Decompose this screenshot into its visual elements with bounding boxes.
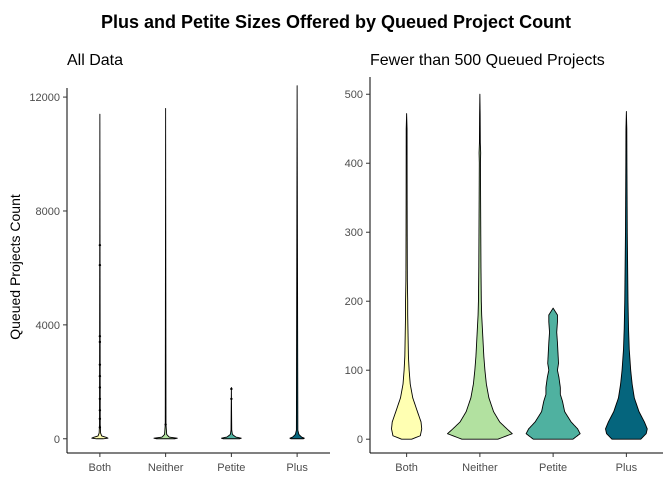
violin-layer [91,85,305,440]
violin-plus [605,111,648,440]
violin-plus [289,85,305,440]
x-ticks: Both Neither Petite Plus [395,453,638,474]
x-tick-label-petite: Petite [217,462,245,474]
violin-petite [525,307,581,440]
y-tick-label: 200 [345,296,363,308]
outlier-point [98,374,102,378]
outlier-point [98,340,102,344]
x-tick-label-neither: Neither [148,462,184,474]
y-tick-label: 100 [345,365,363,377]
y-ticks: 0 100 200 300 400 500 [345,89,370,446]
y-ticks: 0 4000 8000 12000 [29,92,67,446]
panel-all-data: All Data 0 4000 8000 12000 Both Neither Petit… [29,52,330,474]
panel-title-fewer-than-500: Fewer than 500 Queued Projects [370,52,605,69]
x-tick-label-plus: Plus [286,462,308,474]
violin-petite [221,387,242,440]
outlier-point [98,417,102,421]
outlier-point [98,397,102,401]
x-tick-label-plus: Plus [616,462,638,474]
outlier-point [98,263,102,267]
x-tick-label-petite: Petite [539,462,567,474]
outlier-point [98,335,102,338]
y-tick-label: 0 [54,434,60,446]
violin-both [391,113,423,440]
x-tick-label-neither: Neither [462,462,498,474]
outlier-point [230,387,233,391]
outlier-point [98,243,102,247]
y-tick-label: 0 [357,434,363,446]
x-tick-label-both: Both [89,462,112,474]
y-tick-label: 500 [345,89,363,101]
y-tick-label: 400 [345,158,363,170]
violin-neither [447,93,513,440]
violin-both [91,113,109,440]
y-tick-label: 300 [345,227,363,239]
outlier-point [98,386,102,389]
y-tick-label: 12000 [29,92,60,104]
outlier-point [98,409,102,412]
violin-neither [153,108,178,440]
outlier-point [230,397,233,401]
panel-fewer-than-500: Fewer than 500 Queued Projects 0 100 200 30… [345,52,663,474]
outlier-layer [98,243,233,429]
x-tick-label-both: Both [395,462,418,474]
x-ticks: Both Neither Petite Plus [89,453,308,474]
violin-layer [391,93,648,440]
y-tick-label: 4000 [36,320,60,332]
outlier-point [164,423,167,426]
figure-title: Plus and Petite Sizes Offered by Queued … [101,12,571,32]
panel-title-all-data: All Data [67,52,123,69]
y-axis-label: Queued Projects Count [7,194,23,340]
outlier-point [98,426,102,429]
outlier-point [98,363,102,366]
y-tick-label: 8000 [36,206,60,218]
